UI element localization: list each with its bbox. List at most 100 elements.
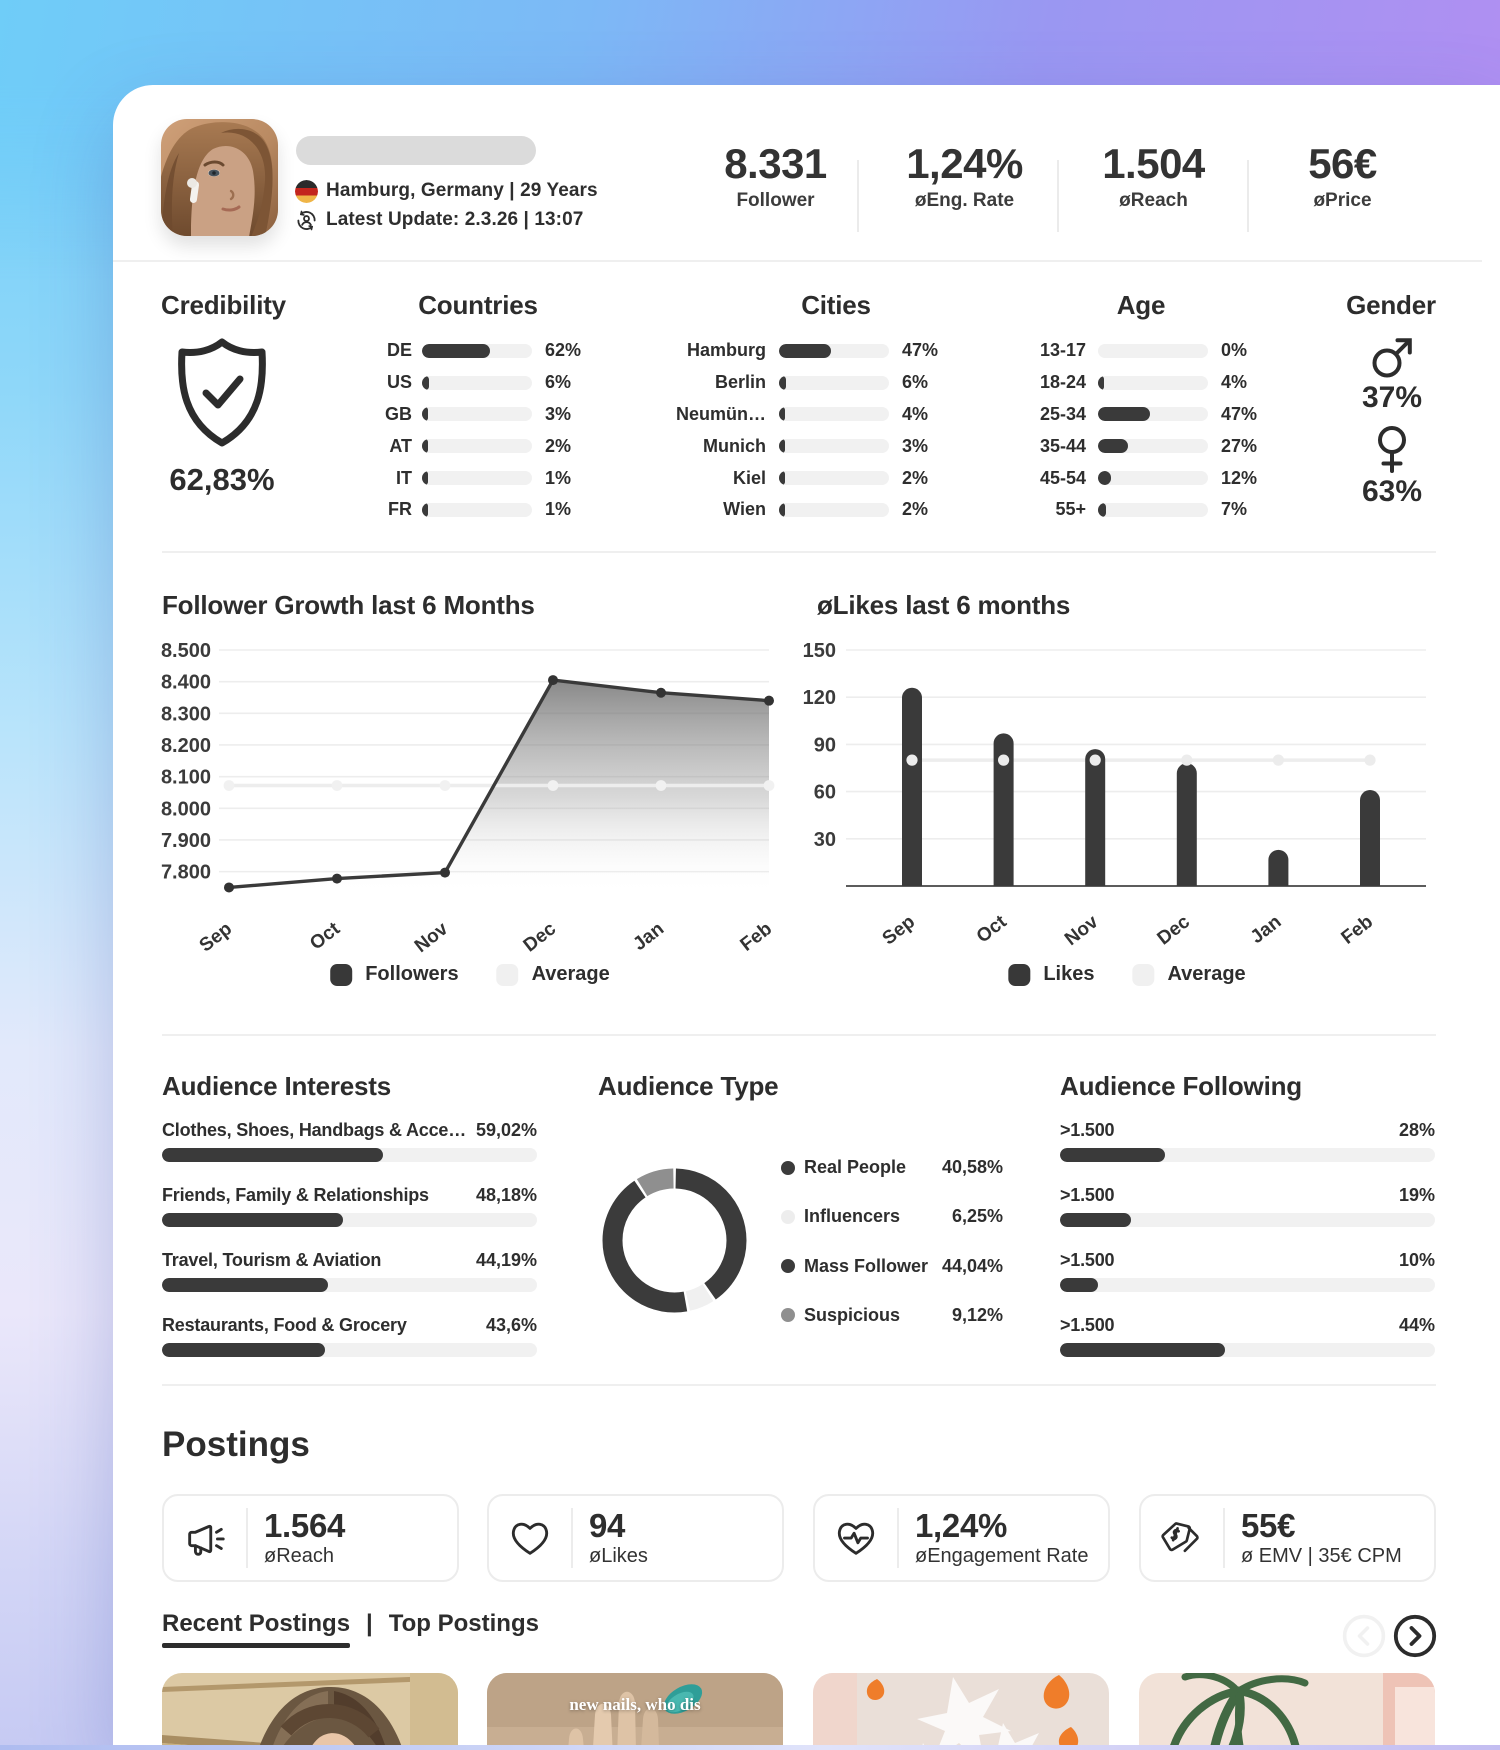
- city-pct: 6%: [902, 372, 929, 393]
- post-thumbnail-2[interactable]: new nails, who dis: [487, 1673, 783, 1745]
- tab-top-postings[interactable]: Top Postings: [388, 1610, 539, 1637]
- age-label: 18-24: [1039, 372, 1086, 393]
- age-pct: 7%: [1221, 499, 1248, 520]
- city-label: Hamburg: [686, 340, 766, 361]
- postings-prev-button[interactable]: [1342, 1614, 1386, 1658]
- y-tick-label: 90: [814, 734, 836, 756]
- age-bar: [1098, 471, 1208, 486]
- tab-separator: |: [366, 1610, 373, 1637]
- male-icon: [1362, 335, 1422, 381]
- post-thumbnail-1[interactable]: [162, 1673, 458, 1745]
- y-tick-label: 150: [803, 640, 836, 662]
- likes-bar: [1085, 749, 1106, 886]
- audience-following-title: Audience Following: [1060, 1071, 1302, 1101]
- interest-bar: [162, 1213, 537, 1227]
- postings-next-button[interactable]: [1393, 1614, 1437, 1658]
- x-tick-label: Sep: [196, 918, 236, 956]
- follower-growth-chart: 8.500 8.400 8.300 8.200 8.100 8.000 7.900 7.800…: [153, 633, 803, 968]
- stat-divider-1: [857, 160, 859, 232]
- legend-followers: Followers: [330, 963, 459, 986]
- followers-dot: [440, 867, 450, 878]
- city-pct: 2%: [902, 467, 929, 488]
- age-pct: 0%: [1221, 340, 1248, 361]
- credibility-shield-icon: [176, 337, 268, 454]
- country-pct: 62%: [545, 340, 582, 361]
- header-stats: 8.331 Follower 1,24% øEng. Rate 1.504 øR…: [681, 133, 1437, 243]
- female-pct: 63%: [1362, 475, 1423, 508]
- following-bar: [1060, 1278, 1435, 1292]
- posting-engagement-label: øEngagement Rate: [915, 1545, 1089, 1567]
- city-row: Wien 2%: [666, 494, 966, 526]
- country-pct: 3%: [545, 403, 572, 424]
- followers-dot: [764, 695, 774, 706]
- age-label: 45-54: [1039, 467, 1086, 488]
- x-tick-label: Jan: [629, 918, 668, 955]
- country-bar: [422, 343, 532, 358]
- average-dot: [1181, 754, 1193, 766]
- age-row: 18-24 4%: [1026, 367, 1286, 399]
- stat-divider-2: [1057, 160, 1059, 232]
- posting-stat-separator: [1223, 1508, 1225, 1568]
- country-pct: 1%: [545, 467, 572, 488]
- audience-type-pct: 44,04%: [941, 1255, 1003, 1276]
- y-tick-label: 8.300: [161, 703, 211, 725]
- city-bar: [779, 407, 889, 422]
- city-pct: 4%: [902, 403, 929, 424]
- stat-reach-value: 1.504: [1102, 140, 1205, 187]
- country-pct: 1%: [545, 499, 572, 520]
- average-dot: [1089, 754, 1101, 766]
- audience-type-legend-row: Mass Follower 44,04%: [781, 1256, 1003, 1277]
- y-tick-label: 60: [814, 782, 836, 804]
- city-row: Hamburg 47%: [666, 335, 966, 367]
- legend-average-1-swatch: [496, 963, 519, 986]
- posting-stat-separator: [246, 1508, 248, 1568]
- legend-likes-label: Likes: [1043, 963, 1095, 985]
- interest-bar: [162, 1343, 537, 1357]
- audience-interests-title: Audience Interests: [162, 1071, 392, 1101]
- posting-stat-emv: 55€ ø EMV | 35€ CPM: [1139, 1494, 1436, 1582]
- likes-bars: [902, 687, 1380, 886]
- audience-type-legend-row: Suspicious 9,12%: [781, 1305, 1003, 1326]
- stat-follower-label: Follower: [736, 190, 815, 211]
- country-label: IT: [396, 467, 412, 488]
- legend-followers-swatch: [330, 963, 353, 986]
- following-pct: 28%: [1398, 1120, 1435, 1140]
- following-label: >1.500: [1060, 1250, 1115, 1270]
- posting-stat-separator: [897, 1508, 899, 1568]
- following-pct: 44%: [1398, 1315, 1435, 1335]
- gender-title: Gender: [1346, 290, 1436, 320]
- post-thumbnail-4[interactable]: [1139, 1673, 1435, 1745]
- interest-label: Friends, Family & Relationships: [162, 1185, 429, 1205]
- tab-recent-postings[interactable]: Recent Postings: [162, 1610, 351, 1648]
- divider-charts: [162, 1034, 1436, 1036]
- post-thumbnail-3[interactable]: [813, 1673, 1109, 1745]
- y-tick-label: 8.100: [161, 767, 211, 789]
- x-tick-label: Jan: [1247, 911, 1286, 948]
- country-bar: [422, 502, 532, 517]
- x-tick-label: Dec: [520, 918, 561, 956]
- report-card: Hamburg, Germany | 29 Years Latest Updat…: [113, 85, 1500, 1745]
- posting-reach-label: øReach: [264, 1545, 335, 1567]
- heart-rate-icon: [815, 1515, 897, 1561]
- legend-average-1-label: Average: [531, 963, 610, 985]
- interest-pct: 48,18%: [475, 1185, 537, 1205]
- divider-audience: [162, 1384, 1436, 1386]
- age-label: 35-44: [1039, 435, 1086, 456]
- city-row: Neumün… 4%: [666, 399, 966, 431]
- y-tick-label: 8.400: [161, 672, 211, 694]
- age-label: 55+: [1055, 499, 1086, 520]
- age-row: 25-34 47%: [1026, 399, 1286, 431]
- country-bar: [422, 407, 532, 422]
- location-row: Hamburg, Germany | 29 Years: [295, 179, 598, 203]
- audience-type-label: Influencers: [804, 1206, 901, 1227]
- likes-bar: [1360, 790, 1380, 886]
- average-dot: [1364, 754, 1376, 766]
- posting-stat-likes: 94 øLikes: [487, 1494, 784, 1582]
- likes-bar: [902, 687, 922, 886]
- average-dot: [331, 780, 343, 791]
- price-tags-icon: [1141, 1515, 1223, 1561]
- country-row: IT 1%: [338, 462, 608, 494]
- posting-emv-value: 55€: [1241, 1507, 1296, 1544]
- credibility-value: 62,83%: [169, 462, 275, 497]
- city-pct: 3%: [902, 435, 929, 456]
